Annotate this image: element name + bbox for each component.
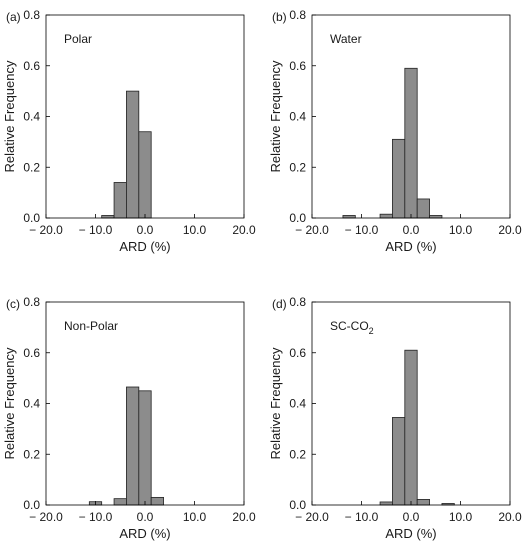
y-tick-label: 0.8: [289, 295, 306, 309]
panel-label: (c): [6, 297, 20, 311]
y-tick-label: 0.2: [289, 447, 306, 461]
x-axis-label: ARD (%): [119, 526, 170, 541]
y-axis-label: Relative Frequency: [268, 347, 283, 459]
annotation-text: Polar: [64, 32, 92, 46]
x-tick-label: 10.0: [449, 510, 473, 524]
y-tick-label: 0.2: [23, 447, 40, 461]
panel-annotation: Non-Polar: [64, 319, 118, 333]
x-tick-label: − 20.0: [295, 223, 329, 237]
histogram-bar: [416, 499, 430, 506]
x-tick-label: 0.0: [137, 223, 154, 237]
x-tick-label: 20.0: [498, 510, 522, 524]
x-tick-label: − 10.0: [345, 223, 379, 237]
histogram-bar: [138, 131, 152, 219]
y-tick-label: 0.0: [289, 211, 306, 225]
y-tick-label: 0.8: [23, 8, 40, 22]
y-tick-label: 0.6: [23, 59, 40, 73]
panel-annotation: SC-CO2: [330, 319, 374, 336]
y-tick-label: 0.6: [289, 346, 306, 360]
panel-annotation: Polar: [64, 32, 92, 46]
x-tick-label: − 10.0: [345, 510, 379, 524]
x-tick-label: 20.0: [498, 223, 522, 237]
y-tick-label: 0.2: [23, 160, 40, 174]
panel-label: (b): [272, 10, 287, 24]
x-tick-label: 10.0: [183, 223, 207, 237]
x-tick-label: 20.0: [232, 510, 256, 524]
x-tick-label: 20.0: [232, 223, 256, 237]
y-tick-label: 0.8: [289, 8, 306, 22]
histogram-bar: [126, 90, 140, 219]
y-tick-label: 0.8: [23, 295, 40, 309]
annotation-text: Water: [330, 32, 362, 46]
y-axis-label: Relative Frequency: [2, 60, 17, 172]
panel-label: (a): [6, 10, 21, 24]
y-tick-label: 0.4: [289, 110, 306, 124]
histogram-bar: [113, 498, 127, 506]
panel-label: (d): [272, 297, 287, 311]
histogram-bar: [150, 496, 164, 506]
y-tick-label: 0.4: [23, 397, 40, 411]
histogram-bar: [392, 417, 406, 506]
x-axis-label: ARD (%): [385, 239, 436, 254]
histogram-bar: [404, 67, 418, 219]
y-axis-label: Relative Frequency: [2, 347, 17, 459]
panel-d: − 20.0 − 10.0 0.0 10.0 20.0 0.0 0.2 0.4 0.6 0.8 AR…: [268, 295, 522, 541]
y-tick-label: 0.0: [289, 498, 306, 512]
y-tick-label: 0.0: [23, 498, 40, 512]
panel-a: − 20.0 − 10.0 0.0 10.0 20.0 0.0 0.2 0.4 0.6 0.8 AR…: [2, 8, 256, 254]
annotation-subscript: 2: [369, 326, 374, 336]
y-tick-label: 0.0: [23, 211, 40, 225]
x-tick-label: − 20.0: [29, 223, 63, 237]
x-tick-label: − 20.0: [29, 510, 63, 524]
panel-c: − 20.0 − 10.0 0.0 10.0 20.0 0.0 0.2 0.4 0.6 0.8 AR…: [2, 295, 256, 541]
x-axis-label: ARD (%): [385, 526, 436, 541]
y-axis-label: Relative Frequency: [268, 60, 283, 172]
y-tick-label: 0.6: [23, 346, 40, 360]
histogram-bar: [416, 198, 430, 219]
histogram-bar: [379, 501, 393, 506]
x-tick-label: − 10.0: [79, 223, 113, 237]
x-axis-label: ARD (%): [119, 239, 170, 254]
histogram-bar: [404, 349, 418, 506]
histogram-bar: [379, 213, 393, 219]
panel-b: − 20.0 − 10.0 0.0 10.0 20.0 0.0 0.2 0.4 0.6 0.8 AR…: [268, 8, 522, 254]
histogram-bar: [113, 182, 127, 219]
y-tick-label: 0.2: [289, 160, 306, 174]
histogram-bar: [138, 390, 152, 506]
y-tick-label: 0.6: [289, 59, 306, 73]
x-tick-label: − 10.0: [79, 510, 113, 524]
x-tick-label: 10.0: [449, 223, 473, 237]
x-tick-label: − 20.0: [295, 510, 329, 524]
x-tick-label: 0.0: [403, 510, 420, 524]
x-tick-label: 0.0: [403, 223, 420, 237]
x-tick-label: 0.0: [137, 510, 154, 524]
annotation-text: SC-CO: [330, 319, 369, 333]
y-tick-label: 0.4: [23, 110, 40, 124]
panel-annotation: Water: [330, 32, 362, 46]
x-tick-label: 10.0: [183, 510, 207, 524]
y-tick-label: 0.4: [289, 397, 306, 411]
histogram-bar: [392, 138, 406, 219]
annotation-text: Non-Polar: [64, 319, 118, 333]
histogram-bar: [126, 386, 140, 506]
